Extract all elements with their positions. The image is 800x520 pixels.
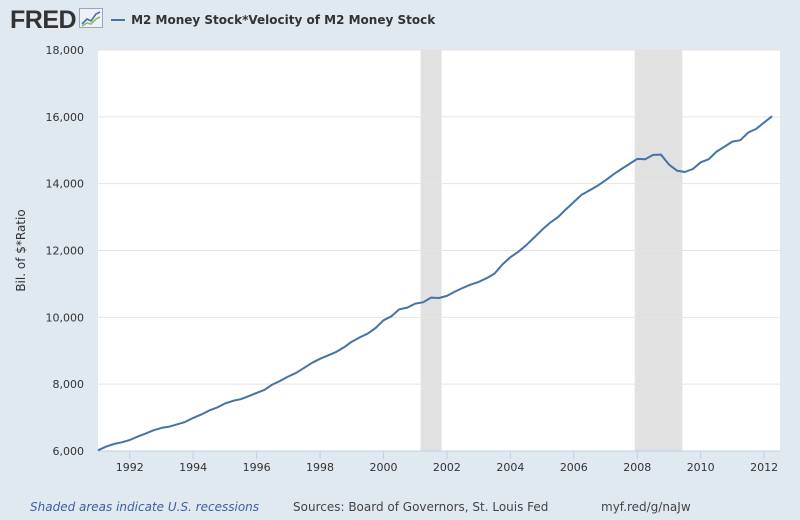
x-tick-label: 2002	[433, 461, 461, 474]
y-tick-label: 14,000	[46, 178, 85, 191]
series-line[interactable]	[97, 115, 773, 452]
x-tick-label: 2000	[369, 461, 397, 474]
short-url[interactable]: myf.red/g/naJw	[601, 500, 691, 514]
x-tick-label: 2010	[687, 461, 715, 474]
sources-note: Sources: Board of Governors, St. Louis F…	[293, 500, 549, 514]
y-axis-label: Bil. of $*Ratio	[14, 209, 28, 291]
chart-header: FRED M2 Money Stock*Velocity of M2 Money…	[10, 6, 790, 34]
y-tick-label: 18,000	[46, 44, 85, 57]
x-tick-label: 1996	[243, 461, 271, 474]
x-axis-ticks: 1992 1994 1996 1998 2000 2002 2004 2006 2008 2010…	[116, 451, 778, 474]
x-tick-label: 2008	[623, 461, 651, 474]
y-tick-label: 12,000	[46, 245, 85, 258]
x-tick-label: 2004	[496, 461, 524, 474]
legend-swatch	[111, 19, 126, 21]
y-tick-label: 6,000	[53, 445, 85, 458]
y-tick-label: 10,000	[46, 311, 85, 324]
x-tick-label: 1994	[179, 461, 207, 474]
y-tick-label: 16,000	[46, 111, 85, 124]
y-axis-ticks: 6,000 8,000 10,000 12,000 14,000 16,000 18,000	[46, 44, 85, 458]
x-tick-label: 2012	[750, 461, 778, 474]
x-tick-label: 1998	[306, 461, 334, 474]
fred-graph-icon	[79, 8, 104, 32]
recession-note[interactable]: Shaded areas indicate U.S. recessions	[30, 500, 260, 514]
x-tick-label: 1992	[116, 461, 144, 474]
y-tick-label: 8,000	[53, 378, 85, 391]
x-tick-label: 2006	[560, 461, 588, 474]
legend-series-label[interactable]: M2 Money Stock*Velocity of M2 Money Stoc…	[131, 13, 436, 27]
line-chart: 6,000 8,000 10,000 12,000 14,000 16,000 18,000…	[14, 44, 780, 474]
fred-logo[interactable]: FRED	[10, 6, 77, 34]
